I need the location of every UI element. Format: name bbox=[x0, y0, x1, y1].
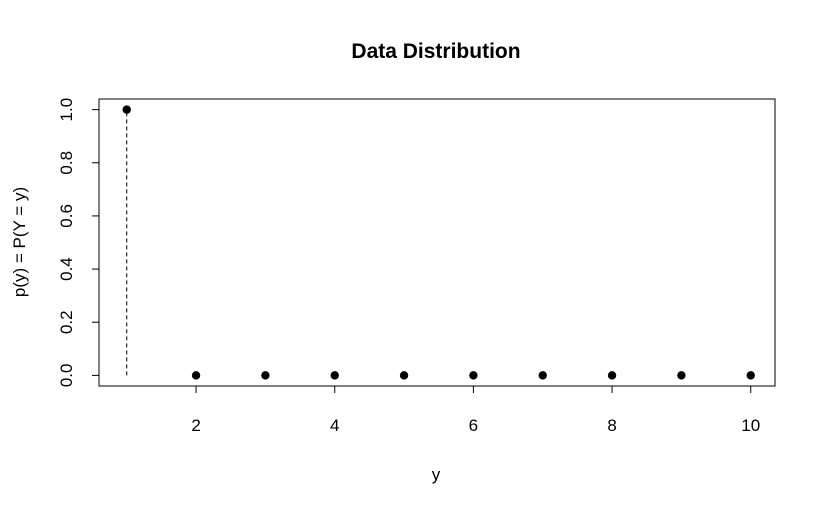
plot-frame bbox=[98, 98, 776, 387]
y-tick-label: 0.6 bbox=[57, 204, 76, 228]
y-axis: 0.0 0.2 0.4 0.6 0.8 1.0 bbox=[57, 98, 100, 388]
y-tick-label: 1.0 bbox=[57, 98, 76, 122]
data-point bbox=[746, 371, 755, 380]
chart-title: Data Distribution bbox=[351, 40, 520, 63]
x-tick-label: 6 bbox=[469, 416, 478, 435]
data-point bbox=[399, 371, 409, 380]
data-point bbox=[469, 371, 478, 380]
x-tick-label: 2 bbox=[191, 416, 200, 435]
x-tick-label: 4 bbox=[330, 416, 339, 435]
x-tick-label: 8 bbox=[607, 416, 616, 435]
data-point bbox=[677, 371, 686, 380]
y-axis-label: p(y) = P(Y = y) bbox=[10, 187, 29, 297]
x-axis: 2 4 6 8 10 bbox=[191, 385, 760, 435]
x-tick-label: 10 bbox=[741, 416, 760, 435]
data-point bbox=[191, 371, 201, 380]
y-tick-label: 0.0 bbox=[57, 364, 76, 388]
data-point bbox=[122, 105, 131, 114]
x-axis-label: y bbox=[432, 465, 441, 484]
data-point bbox=[330, 371, 339, 380]
y-tick-label: 0.4 bbox=[57, 257, 76, 281]
data-point bbox=[538, 371, 547, 380]
data-point bbox=[607, 371, 617, 380]
y-tick-label: 0.2 bbox=[57, 310, 76, 334]
data-point bbox=[261, 371, 270, 380]
data-points bbox=[122, 105, 755, 380]
y-tick-label: 0.8 bbox=[57, 151, 76, 175]
